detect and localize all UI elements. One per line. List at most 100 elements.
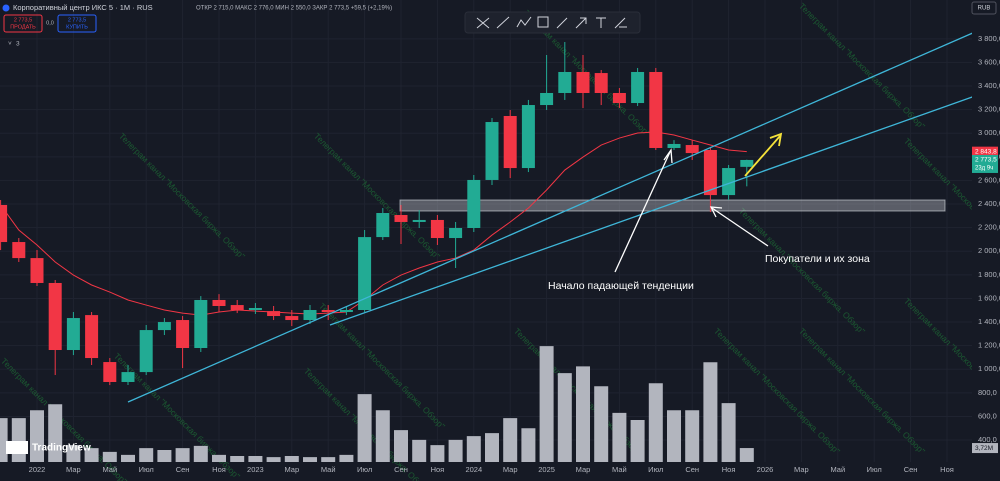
y-tick-label: 3 800,0 <box>978 34 1000 43</box>
volume-bar <box>121 454 135 462</box>
volume-pane <box>0 346 754 462</box>
candle-body <box>412 219 426 222</box>
candle-body <box>176 320 190 349</box>
candle-body <box>449 227 463 239</box>
arrow-head <box>663 148 673 164</box>
tool[interactable] <box>596 17 606 28</box>
candle-body <box>139 330 153 373</box>
candle-body <box>612 92 626 104</box>
candle-body <box>649 71 663 148</box>
candle-body <box>267 311 281 317</box>
arrow <box>614 151 671 273</box>
drawing-toolbar <box>464 11 641 34</box>
volume-bar <box>375 410 390 462</box>
candle-body <box>66 318 80 351</box>
x-tick-label: Сен <box>685 465 699 474</box>
volume-bar <box>321 457 336 462</box>
candle-body <box>339 310 353 313</box>
symbol-icon <box>2 4 10 12</box>
x-tick-label: 2025 <box>538 465 555 474</box>
candle-body <box>285 316 299 321</box>
volume-bar <box>503 418 518 462</box>
candle-body <box>540 92 554 106</box>
y-tick-label: 3 200,0 <box>978 105 1000 114</box>
volume-bar <box>685 410 700 462</box>
y-tick-label: 1 000,0 <box>978 364 1000 373</box>
arrow <box>711 207 769 247</box>
x-tick-label: Сен <box>176 465 190 474</box>
x-tick-label: Сен <box>394 465 408 474</box>
tool[interactable] <box>575 17 587 29</box>
volume-bar <box>157 450 172 462</box>
arrow-head <box>769 132 783 147</box>
ma-tag-label: 2 843,8 <box>975 148 997 155</box>
tool[interactable] <box>496 16 510 29</box>
toolbar-icons <box>476 16 627 29</box>
candle-body <box>430 219 444 239</box>
tool[interactable] <box>476 17 490 29</box>
candle-body <box>212 299 226 306</box>
buy-button[interactable] <box>57 14 97 33</box>
x-tick-label: Ноя <box>431 465 445 474</box>
price-axis <box>972 0 1000 462</box>
arrow-head <box>709 206 723 218</box>
sell-button[interactable] <box>3 14 43 33</box>
annotation: Начало падающей тенденции <box>548 280 694 292</box>
x-tick-label: Мар <box>503 465 518 474</box>
volume-bar <box>576 366 590 462</box>
moving-average <box>0 131 747 316</box>
candle-body <box>558 71 572 93</box>
volume-bar <box>394 430 408 462</box>
x-tick-label: Ноя <box>940 465 954 474</box>
candle-body <box>667 143 681 148</box>
volume-bar <box>448 439 463 462</box>
x-tick-label: Ноя <box>212 465 226 474</box>
volume-bar <box>466 436 481 462</box>
x-tick-label: Мар <box>66 465 81 474</box>
x-tick-label: Сен <box>904 465 918 474</box>
candle-body <box>703 149 717 196</box>
ohlc: ОТКР 2 715,0 МАКС 2 776,0 МИН 2 550,0 ЗА… <box>196 6 392 12</box>
trend-line <box>127 31 976 403</box>
y-tick-label: 1 600,0 <box>978 293 1000 302</box>
tool[interactable] <box>537 16 549 28</box>
x-tick-label: 2022 <box>29 465 46 474</box>
candle-body <box>376 213 390 238</box>
candle-body <box>594 73 608 93</box>
volume-bar <box>30 410 44 462</box>
volume-tag <box>972 443 998 454</box>
x-tick-label: Июл <box>867 465 882 474</box>
tool[interactable] <box>556 17 568 29</box>
volume-bar <box>339 454 354 462</box>
buy-price: 2 773,5 <box>68 17 86 23</box>
candle-body <box>576 71 590 93</box>
volume-bar <box>284 456 299 462</box>
volume-bar <box>612 412 627 462</box>
price-tag-label: 2 773,5 <box>975 157 997 164</box>
candle-body <box>485 122 499 180</box>
indicator-toggle[interactable]: ˅ <box>8 41 12 48</box>
volume-bar <box>139 448 154 462</box>
candle-body <box>631 71 645 104</box>
tool[interactable] <box>614 17 627 29</box>
ma-tag <box>972 146 998 157</box>
trend-line <box>329 95 976 326</box>
x-tick-label: Мар <box>794 465 809 474</box>
x-tick-label: 2023 <box>247 465 264 474</box>
volume-bar <box>230 456 245 462</box>
sell-label: ПРОДАТЬ <box>10 24 36 30</box>
symbol: Корпоративный центр ИКС 5 · 1М · RUS <box>13 3 153 12</box>
tool[interactable] <box>516 16 532 28</box>
volume-bar <box>739 448 754 462</box>
currency-box <box>971 1 997 15</box>
volume-bar <box>357 394 372 462</box>
y-tick-label: 3 400,0 <box>978 81 1000 90</box>
y-tick-label: 1 200,0 <box>978 341 1000 350</box>
candle-body <box>503 116 517 169</box>
x-tick-label: Июл <box>648 465 663 474</box>
candle-body <box>85 315 99 359</box>
y-tick-label: 2 000,0 <box>978 246 1000 255</box>
y-tick-label: 2 600,0 <box>978 175 1000 184</box>
x-tick-label: Ноя <box>722 465 736 474</box>
